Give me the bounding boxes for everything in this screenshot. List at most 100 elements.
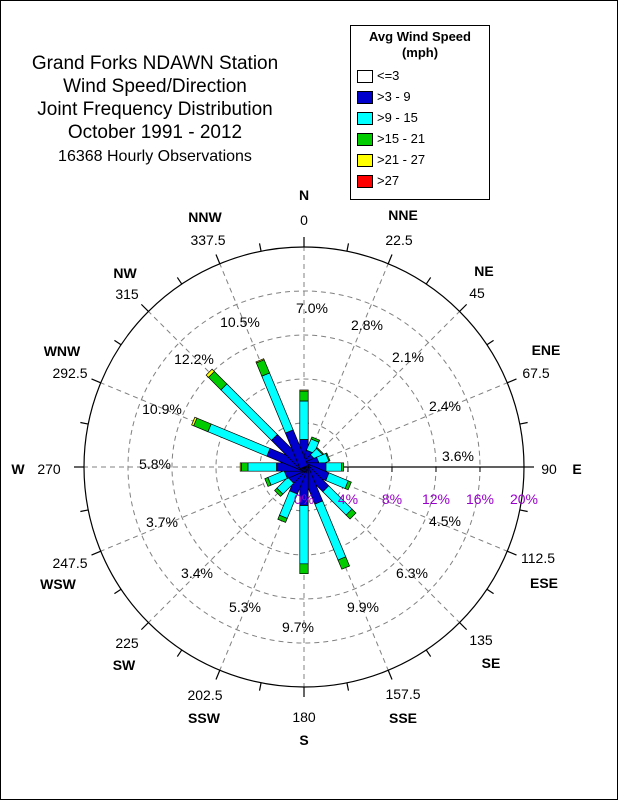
- outer-tick: [519, 421, 528, 425]
- direction-frequency-label: 3.4%: [181, 565, 213, 581]
- radial-tick-label: 8%: [382, 491, 402, 507]
- angle-label: 157.5: [385, 686, 420, 702]
- compass-direction-label: WNW: [44, 343, 81, 359]
- direction-frequency-label: 10.9%: [142, 401, 182, 417]
- direction-frequency-label: 2.1%: [392, 349, 424, 365]
- legend-swatch: [357, 154, 373, 167]
- chart-title-line-3: Joint Frequency Distribution: [37, 99, 273, 120]
- petal-segment: [310, 436, 321, 443]
- outer-tick: [486, 339, 494, 346]
- compass-direction-label: SE: [482, 655, 501, 671]
- direction-frequency-label: 3.7%: [146, 514, 178, 530]
- petal-segment: [299, 400, 309, 440]
- direction-petal-nnw: [255, 358, 309, 470]
- outer-tick: [215, 254, 221, 264]
- radial-tick-label: 0%: [294, 491, 314, 507]
- petal-segment: [191, 416, 198, 427]
- legend-label: >27: [377, 173, 400, 188]
- direction-frequency-label: 6.3%: [396, 565, 428, 581]
- legend-label: >21 - 27: [377, 152, 426, 167]
- petal-segment: [344, 480, 352, 491]
- outer-tick: [258, 243, 262, 252]
- direction-frequency-label: 2.4%: [429, 398, 461, 414]
- outer-tick: [80, 421, 89, 425]
- compass-direction-label: NNW: [188, 209, 222, 225]
- wind-rose-petals: [191, 358, 357, 575]
- angle-label: 247.5: [52, 555, 87, 571]
- petal-segment: [255, 358, 265, 364]
- compass-direction-label: SW: [113, 657, 136, 673]
- angle-label: 135: [469, 632, 493, 648]
- legend-title-line-2: (mph): [401, 45, 439, 60]
- grid-spoke: [303, 382, 508, 468]
- outer-tick: [425, 649, 432, 657]
- outer-tick: [140, 303, 149, 312]
- legend-label: >9 - 15: [377, 110, 418, 125]
- angle-label: 0: [300, 212, 308, 228]
- angle-label: 67.5: [522, 365, 549, 381]
- legend-title-line-1: Avg Wind Speed: [369, 29, 471, 44]
- compass-direction-label: N: [299, 187, 309, 203]
- compass-direction-label: SSW: [188, 710, 221, 726]
- outer-tick: [215, 670, 221, 680]
- petal-segment: [337, 556, 351, 570]
- angle-label: 22.5: [385, 232, 412, 248]
- petal-segment: [325, 452, 331, 462]
- outer-tick: [176, 649, 183, 657]
- direction-petal-s: [299, 466, 309, 575]
- chart-title-line-2: Wind Speed/Direction: [63, 76, 247, 97]
- legend-swatch: [357, 70, 373, 83]
- outer-tick: [346, 243, 350, 252]
- compass-direction-label: ENE: [532, 342, 561, 358]
- outer-tick: [114, 339, 122, 346]
- direction-petal-nw: [205, 368, 308, 471]
- angle-label: 225: [115, 635, 139, 651]
- petal-segment: [299, 390, 309, 402]
- grid-spoke: [303, 263, 389, 468]
- petal-segment: [299, 389, 309, 392]
- petal-segment: [325, 462, 342, 472]
- outer-tick: [507, 378, 517, 384]
- outer-tick: [425, 277, 432, 285]
- compass-direction-label: WSW: [40, 576, 77, 592]
- angle-label: 202.5: [187, 687, 222, 703]
- legend: Avg Wind Speed (mph) <=3 >3 - 9 >9 - 15 >15…: [350, 25, 490, 200]
- legend-swatch: [357, 133, 373, 146]
- compass-direction-label: S: [299, 732, 308, 748]
- petal-segment: [205, 368, 215, 378]
- chart-title-line-4: October 1991 - 2012: [67, 122, 243, 143]
- direction-frequency-label: 9.9%: [347, 599, 379, 615]
- petal-segment: [247, 462, 277, 472]
- angle-label: 45: [469, 285, 485, 301]
- compass-direction-label: E: [572, 461, 581, 477]
- compass-direction-label: NNE: [388, 207, 418, 223]
- compass-direction-label: NE: [474, 263, 493, 279]
- legend-label: >15 - 21: [377, 131, 426, 146]
- compass-direction-label: NW: [113, 265, 137, 281]
- outer-tick: [258, 682, 262, 691]
- petal-segment: [316, 447, 324, 455]
- angle-label: 270: [37, 461, 61, 477]
- grid-spoke: [303, 311, 460, 468]
- radial-tick-label: 20%: [510, 491, 538, 507]
- angle-label: 337.5: [190, 232, 225, 248]
- petal-segment: [345, 508, 357, 520]
- legend-swatch: [357, 175, 373, 188]
- radial-tick-label: 12%: [422, 491, 450, 507]
- direction-frequency-label: 9.7%: [282, 619, 314, 635]
- petal-segment: [264, 476, 272, 487]
- outer-tick: [387, 254, 393, 264]
- radial-tick-label: 4%: [338, 491, 358, 507]
- outer-tick: [507, 550, 517, 556]
- compass-direction-label: SSE: [389, 710, 417, 726]
- compass-direction-label: W: [11, 461, 25, 477]
- angle-label: 292.5: [52, 365, 87, 381]
- chart-subtitle: 16368 Hourly Observations: [58, 148, 252, 165]
- outer-tick: [486, 588, 494, 595]
- petal-segment: [239, 462, 242, 472]
- petal-segment: [274, 487, 284, 497]
- outer-tick: [176, 277, 183, 285]
- outer-tick: [80, 509, 89, 513]
- outer-tick: [459, 303, 468, 312]
